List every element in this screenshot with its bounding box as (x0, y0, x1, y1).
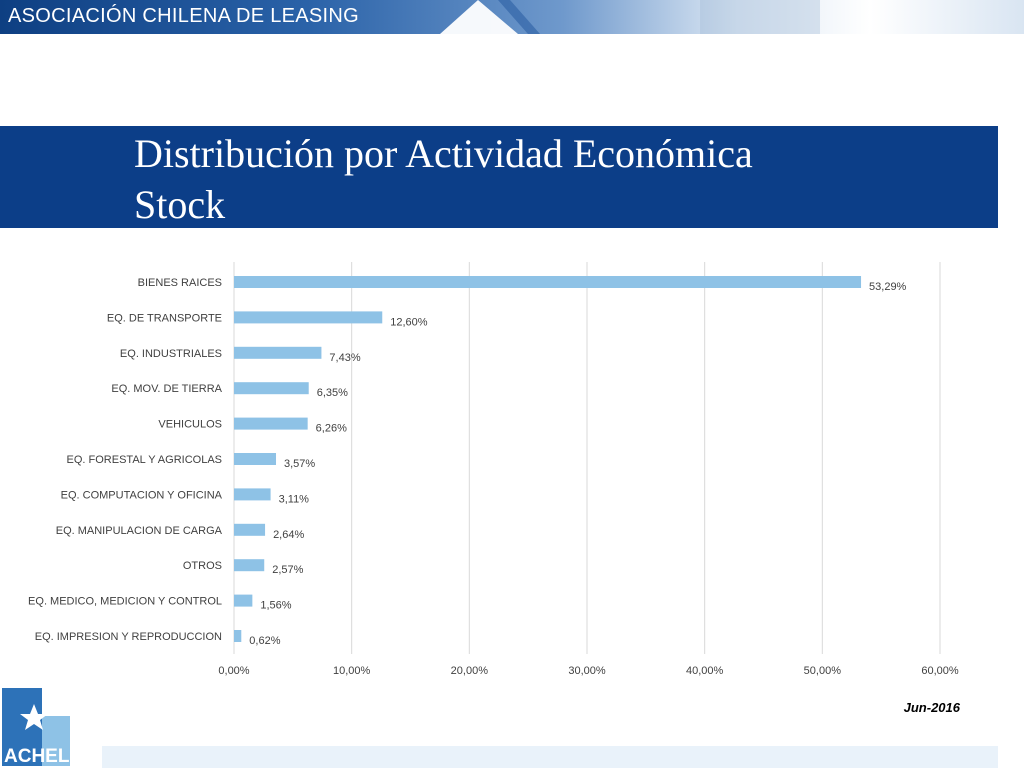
bar (234, 594, 253, 607)
category-label: VEHICULOS (158, 419, 222, 431)
x-tick-label: 30,00% (568, 665, 606, 677)
title-bar: Distribución por Actividad Económica Sto… (0, 126, 998, 228)
data-label: 2,57% (272, 564, 303, 576)
banner-star-icon (440, 0, 820, 34)
date-label: Jun-2016 (903, 700, 960, 715)
data-label: 12,60% (390, 316, 428, 328)
bar (234, 630, 242, 642)
category-label: BIENES RAICES (138, 277, 222, 289)
category-label: EQ. MEDICO, MEDICION Y CONTROL (28, 596, 222, 608)
data-label: 7,43% (329, 352, 360, 364)
svg-text:ACHEL: ACHEL (4, 746, 70, 767)
bar (234, 559, 265, 572)
x-tick-label: 60,00% (921, 665, 959, 677)
data-label: 3,57% (284, 458, 315, 470)
bar (234, 453, 277, 465)
data-label: 6,35% (317, 387, 348, 399)
category-label: OTROS (183, 560, 222, 572)
bar (234, 488, 271, 501)
bar (234, 523, 266, 536)
bar (234, 311, 383, 324)
slide-title: Distribución por Actividad Económica Sto… (134, 131, 753, 227)
data-label: 53,29% (869, 281, 907, 293)
bar-chart: 0,00% 10,00% 20,00% 30,00% 40,00% 50,00% 60,00… (28, 262, 959, 677)
bar (234, 417, 308, 430)
category-label: EQ. COMPUTACION Y OFICINA (61, 489, 223, 501)
category-label: EQ. MANIPULACION DE CARGA (56, 525, 223, 537)
x-tick-label: 20,00% (451, 665, 489, 677)
category-label: EQ. IMPRESION Y REPRODUCCION (35, 631, 222, 643)
category-label: EQ. FORESTAL Y AGRICOLAS (67, 454, 222, 466)
bar (234, 276, 862, 288)
x-tick-label: 10,00% (333, 665, 371, 677)
data-label: 6,26% (316, 423, 347, 435)
data-label: 0,62% (249, 635, 280, 647)
data-label: 1,56% (260, 600, 291, 612)
data-label: 2,64% (273, 529, 304, 541)
organization-name: ASOCIACIÓN CHILENA DE LEASING (8, 5, 360, 27)
category-label: EQ. MOV. DE TIERRA (111, 383, 222, 395)
data-label: 3,11% (279, 493, 310, 505)
x-tick-label: 0,00% (218, 665, 249, 677)
top-banner: ASOCIACIÓN CHILENA DE LEASING (0, 0, 1024, 34)
category-label: EQ. INDUSTRIALES (120, 348, 222, 360)
x-tick-label: 40,00% (686, 665, 724, 677)
bottom-band (102, 746, 998, 768)
category-label: EQ. DE TRANSPORTE (107, 312, 222, 324)
achel-logo: ACHEL (2, 688, 70, 767)
bar (234, 382, 309, 395)
x-tick-label: 50,00% (804, 665, 842, 677)
bar (234, 346, 322, 359)
